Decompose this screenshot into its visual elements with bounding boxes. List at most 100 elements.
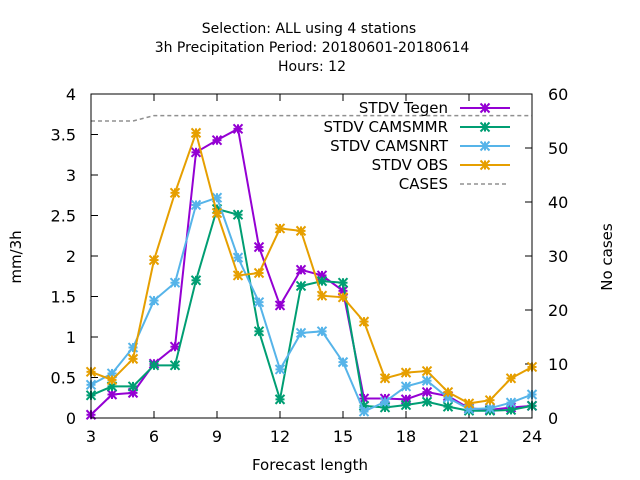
legend-marker — [479, 102, 491, 114]
x-tick-label: 21 — [459, 427, 479, 446]
data-point — [106, 374, 118, 386]
data-point — [211, 134, 223, 146]
y2-axis-label: No cases — [598, 223, 616, 291]
data-point — [211, 207, 223, 219]
y2-tick-label: 30 — [548, 247, 568, 266]
x-tick-label: 12 — [270, 427, 290, 446]
data-point — [127, 381, 139, 392]
legend-label: STDV CAMSNRT — [330, 137, 449, 155]
legend-marker — [479, 121, 491, 133]
data-point — [484, 403, 496, 414]
data-point — [295, 280, 307, 292]
data-point — [169, 187, 181, 199]
legend-label: CASES — [399, 175, 448, 193]
data-point — [379, 373, 391, 384]
y-tick-label: 3 — [66, 166, 76, 185]
tick-labels-layer: 3 6 9 12 15 18 21 2400.511.522.533.540102030405… — [51, 85, 569, 446]
data-point — [295, 327, 307, 339]
legend-label: STDV Tegen — [359, 99, 448, 117]
y2-tick-label: 40 — [548, 193, 568, 212]
data-point — [190, 275, 202, 286]
data-point — [295, 225, 307, 237]
data-point — [148, 295, 160, 306]
legend-entry: STDV CAMSNRT — [330, 137, 510, 155]
data-point — [442, 401, 454, 412]
data-point — [274, 223, 286, 234]
data-point — [148, 360, 160, 371]
series-line — [90, 196, 533, 413]
data-point — [442, 386, 454, 398]
series-line — [90, 207, 533, 412]
legend-label: STDV CAMSMMR — [323, 118, 448, 136]
legend-marker — [479, 140, 491, 152]
plot-area-border — [90, 93, 533, 419]
y-tick-label: 1.5 — [51, 288, 76, 307]
y2-tick-label: 20 — [548, 301, 568, 320]
data-point — [400, 381, 412, 392]
data-point — [232, 123, 244, 135]
data-point — [232, 270, 244, 281]
data-point — [106, 389, 118, 400]
legend-entry: CASES — [399, 175, 506, 193]
y2-tick-label: 60 — [548, 85, 568, 104]
legend-entry: STDV Tegen — [359, 99, 510, 117]
legend-label: STDV OBS — [372, 156, 448, 174]
data-point — [400, 367, 412, 378]
data-point — [274, 394, 286, 405]
y-tick-label: 2.5 — [51, 207, 76, 226]
data-point — [169, 277, 181, 288]
y-axis-label: mm/3h — [7, 230, 25, 283]
data-point — [421, 375, 433, 386]
x-tick-label: 3 — [86, 427, 96, 446]
series-line — [90, 129, 533, 405]
data-point — [400, 399, 412, 411]
y2-tick-label: 0 — [548, 409, 558, 428]
y-tick-label: 1 — [66, 328, 76, 347]
x-tick-label: 15 — [333, 427, 353, 446]
data-point — [274, 364, 286, 375]
data-point — [148, 254, 160, 266]
data-point — [253, 326, 265, 337]
y2-tick-label: 10 — [548, 355, 568, 374]
cases-series-layer — [91, 114, 532, 122]
y-tick-label: 0.5 — [51, 369, 76, 388]
data-point — [484, 394, 496, 406]
data-point — [505, 397, 517, 408]
data-point — [505, 373, 517, 384]
data-point — [169, 341, 181, 352]
data-point — [253, 241, 265, 253]
data-series-layer — [85, 123, 538, 420]
data-point — [358, 406, 370, 417]
x-axis-label: Forecast length — [252, 456, 368, 474]
data-point — [337, 292, 349, 303]
data-point — [421, 365, 433, 377]
data-point — [190, 199, 202, 211]
chart-title-line-3: Hours: 12 — [278, 59, 346, 75]
data-point — [232, 252, 244, 263]
data-point — [253, 296, 265, 308]
series-stdv-tegen — [85, 123, 538, 420]
x-tick-label: 24 — [522, 427, 542, 446]
x-tick-label: 9 — [212, 427, 222, 446]
y-tick-label: 0 — [66, 409, 76, 428]
data-point — [190, 127, 202, 139]
data-point — [316, 290, 328, 301]
y2-tick-label: 50 — [548, 139, 568, 158]
data-point — [379, 396, 391, 408]
y-tick-label: 4 — [66, 85, 76, 104]
data-point — [274, 300, 286, 311]
cases-line — [91, 114, 532, 122]
x-tick-label: 18 — [396, 427, 416, 446]
data-point — [253, 267, 265, 279]
data-point — [463, 398, 475, 409]
data-point — [169, 360, 181, 371]
series-stdv-camsmmr — [85, 203, 538, 416]
data-point — [358, 316, 370, 327]
data-point — [295, 264, 307, 275]
data-point — [127, 353, 139, 365]
data-point — [232, 209, 244, 220]
data-point — [190, 147, 202, 158]
y-tick-label: 3.5 — [51, 126, 76, 145]
